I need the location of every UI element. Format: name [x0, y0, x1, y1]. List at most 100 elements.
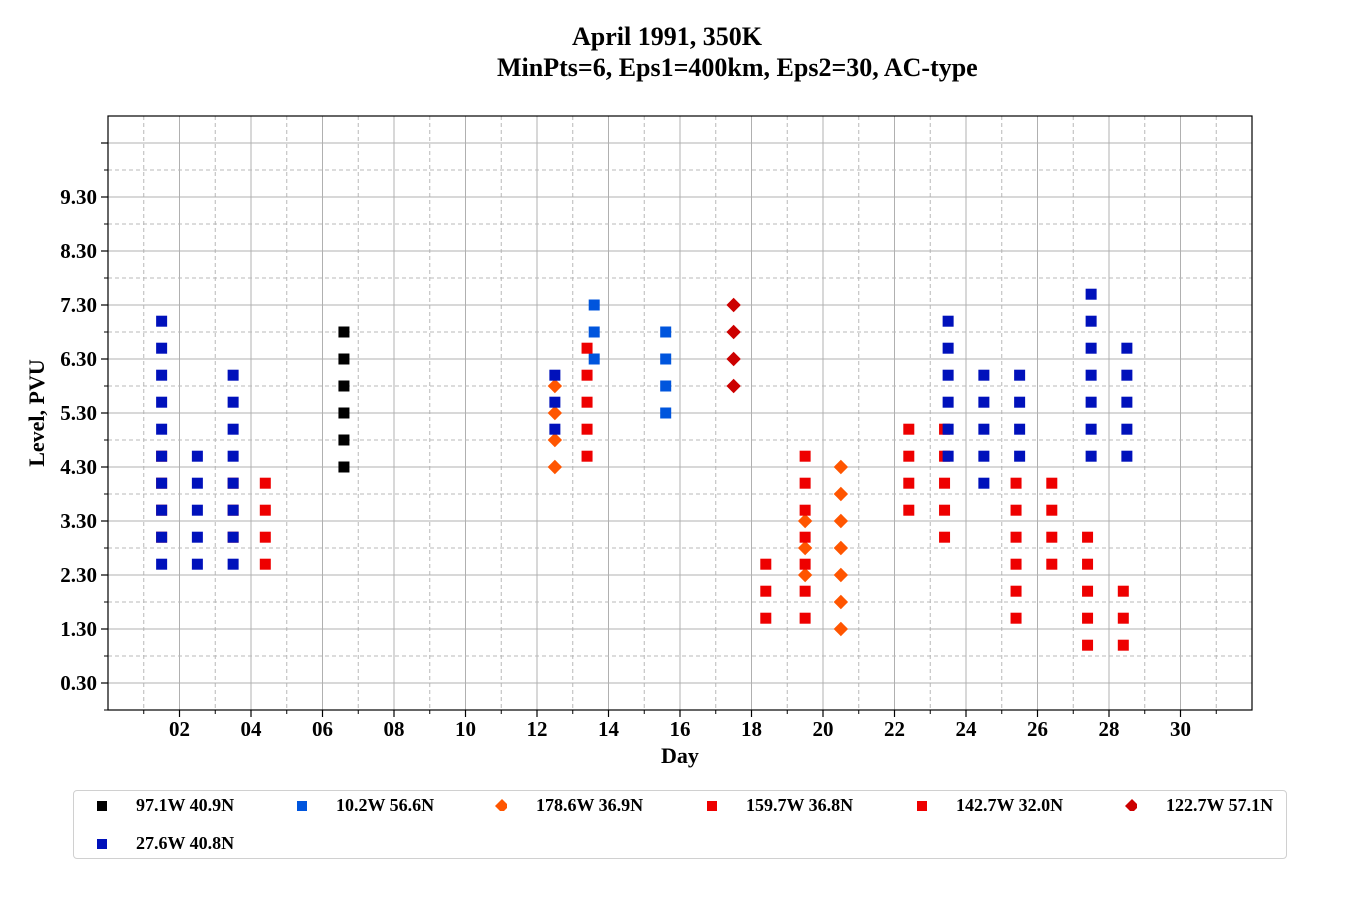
legend-marker [97, 801, 107, 811]
legend-label: 159.7W 36.8N [746, 795, 854, 815]
data-point [156, 531, 168, 543]
scatter-plot: 02 04 06 08 10 12 14 16 18 20 22 24 26 28 30 0.30 1.30 2.… [24, 115, 1253, 768]
data-point [1010, 585, 1022, 597]
data-point [760, 585, 772, 597]
y-tick-label: 5.30 [60, 401, 97, 425]
data-point [942, 342, 954, 354]
data-point [156, 558, 168, 570]
data-point [760, 612, 772, 624]
data-point [1014, 450, 1026, 462]
legend-label: 27.6W 40.8N [136, 833, 235, 853]
data-point [156, 369, 168, 381]
data-point [942, 450, 954, 462]
data-point [1085, 396, 1097, 408]
legend: 97.1W 40.9N 10.2W 56.6N 178.6W 36.9N 159.7W… [73, 790, 1287, 859]
data-point [1082, 639, 1094, 651]
data-point [191, 477, 203, 489]
data-point [660, 407, 672, 419]
x-tick-label: 30 [1170, 717, 1191, 741]
chart-title: April 1991, 350K [572, 22, 762, 51]
data-point [549, 423, 561, 435]
legend-label: 142.7W 32.0N [956, 795, 1064, 815]
data-point [726, 378, 741, 394]
data-point [660, 380, 672, 392]
y-axis-label: Level, PVU [24, 359, 49, 467]
y-tick-label: 1.30 [60, 617, 97, 641]
data-point [156, 315, 168, 327]
data-point [259, 504, 271, 516]
data-point [939, 504, 951, 516]
y-tick-label: 8.30 [60, 239, 97, 263]
data-point [1082, 531, 1094, 543]
data-point [547, 405, 563, 421]
data-point [1046, 504, 1058, 516]
data-point [978, 396, 990, 408]
legend-marker [97, 839, 107, 849]
data-point [660, 326, 672, 338]
data-point [760, 558, 772, 570]
x-tick-label: 26 [1027, 717, 1048, 741]
grid [108, 116, 1252, 711]
data-point [156, 450, 168, 462]
y-tick-label: 7.30 [60, 293, 97, 317]
data-point [227, 369, 239, 381]
data-point [259, 477, 271, 489]
data-point [191, 558, 203, 570]
x-tick-label: 02 [169, 717, 190, 741]
data-point [1121, 396, 1133, 408]
y-tick-label: 0.30 [60, 671, 97, 695]
data-point [227, 531, 239, 543]
legend-label: 122.7W 57.1N [1166, 795, 1274, 815]
x-axis-label: Day [661, 743, 699, 768]
data-point [191, 450, 203, 462]
x-tick-label: 04 [241, 717, 263, 741]
legend-marker-shape [97, 839, 107, 849]
data-point [1085, 450, 1097, 462]
legend-marker-shape [297, 801, 307, 811]
data-point [1082, 558, 1094, 570]
data-point [227, 396, 239, 408]
data-point [1010, 504, 1022, 516]
data-point [726, 297, 741, 313]
data-point [1010, 558, 1022, 570]
legend-marker [495, 799, 507, 811]
data-point [156, 423, 168, 435]
legend-label: 97.1W 40.9N [136, 795, 235, 815]
y-tick-label: 4.30 [60, 455, 97, 479]
x-tick-label: 12 [527, 717, 548, 741]
data-point [1117, 612, 1129, 624]
legend-marker-shape [1125, 799, 1137, 811]
data-point [978, 450, 990, 462]
data-point [942, 315, 954, 327]
data-point [1121, 369, 1133, 381]
data-point [797, 567, 813, 583]
data-point [338, 353, 350, 365]
data-point [1014, 396, 1026, 408]
data-point [1121, 423, 1133, 435]
data-point [227, 477, 239, 489]
data-point [227, 450, 239, 462]
data-point [799, 585, 811, 597]
data-point [338, 326, 350, 338]
axis-ticks: 02 04 06 08 10 12 14 16 18 20 22 24 26 28 30 0.30 1.30 2.… [60, 142, 1217, 741]
x-tick-label: 20 [813, 717, 834, 741]
y-tick-label: 3.30 [60, 509, 97, 533]
data-point [833, 621, 849, 637]
data-point [1046, 531, 1058, 543]
data-point [939, 531, 951, 543]
data-point [660, 353, 672, 365]
legend-label: 178.6W 36.9N [536, 795, 644, 815]
data-point [1085, 342, 1097, 354]
data-point [1046, 558, 1058, 570]
x-tick-label: 28 [1099, 717, 1120, 741]
data-point [227, 504, 239, 516]
chart-subtitle: MinPts=6, Eps1=400km, Eps2=30, AC-type [497, 53, 978, 82]
data-point [1121, 450, 1133, 462]
data-point [942, 423, 954, 435]
data-point [156, 396, 168, 408]
data-point [833, 486, 849, 502]
data-point [1010, 531, 1022, 543]
data-point [581, 396, 593, 408]
data-point [1085, 369, 1097, 381]
data-point [799, 450, 811, 462]
